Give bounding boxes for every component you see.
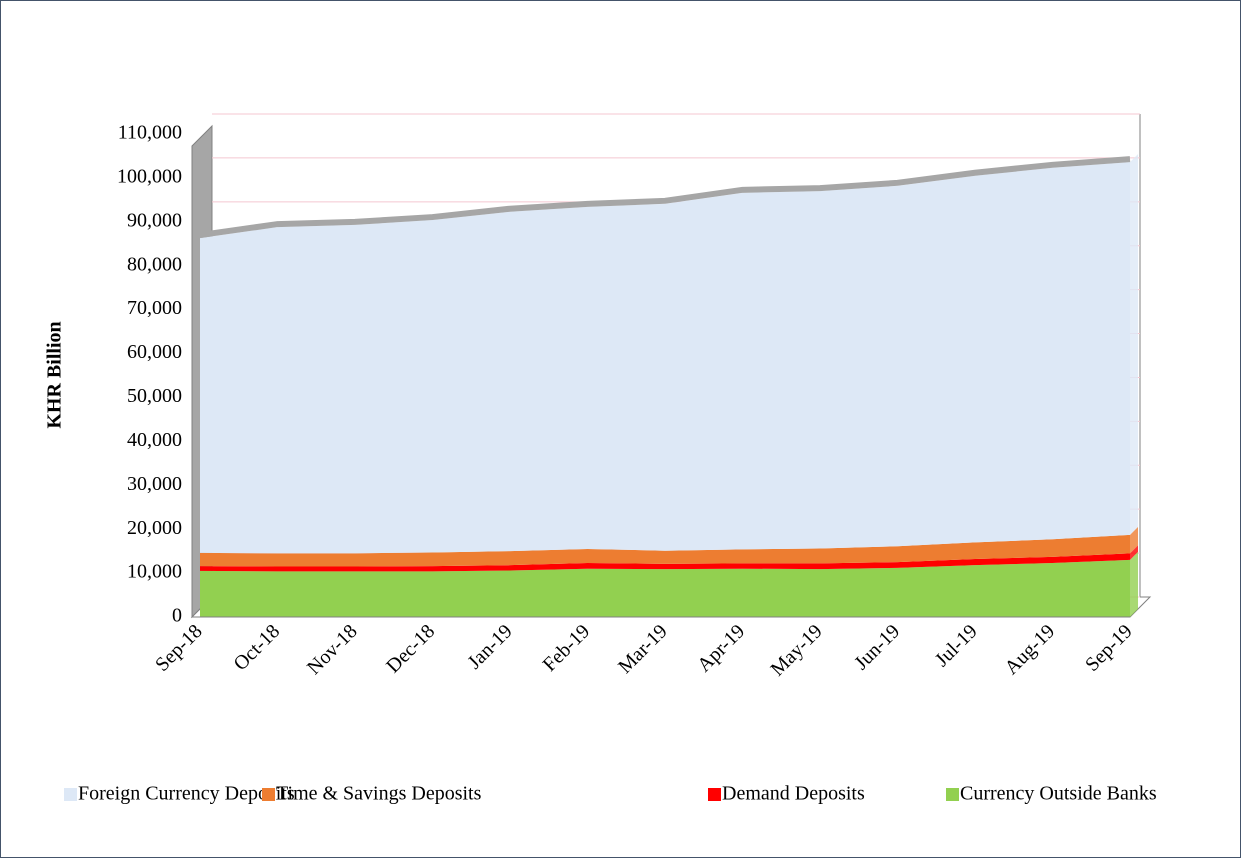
- legend-label: Time & Savings Deposits: [276, 783, 482, 805]
- legend-swatch: [708, 788, 721, 801]
- y-tick-label: 40,000: [127, 429, 182, 451]
- y-tick-label: 90,000: [127, 209, 182, 231]
- y-tick-label: 50,000: [127, 385, 182, 407]
- legend-swatch: [262, 788, 275, 801]
- y-tick-label: 110,000: [118, 122, 182, 144]
- legend-label: Currency Outside Banks: [960, 783, 1157, 805]
- area: [200, 553, 1130, 572]
- top-edge: [199, 156, 1131, 239]
- legend-swatch: [946, 788, 959, 801]
- legend-swatch: [64, 788, 77, 801]
- y-tick-label: 30,000: [127, 473, 182, 495]
- y-tick-label: 10,000: [127, 561, 182, 583]
- y-tick-label: 100,000: [117, 166, 182, 188]
- y-tick-label: 60,000: [127, 341, 182, 363]
- y-tick-label: 70,000: [127, 297, 182, 319]
- area: [200, 162, 1130, 554]
- area-side: [1130, 154, 1138, 535]
- area-side: [1130, 526, 1138, 554]
- y-tick-label: 20,000: [127, 517, 182, 539]
- legend-label: Demand Deposits: [722, 783, 865, 805]
- y-tick-label: 0: [172, 605, 182, 627]
- legend-label: Foreign Currency Deposits: [78, 783, 295, 805]
- area-side: [1130, 545, 1138, 560]
- y-tick-label: 80,000: [127, 253, 182, 275]
- area-side: [1130, 551, 1138, 617]
- y-axis-label: KHR Billion: [44, 321, 66, 428]
- area: [200, 559, 1130, 617]
